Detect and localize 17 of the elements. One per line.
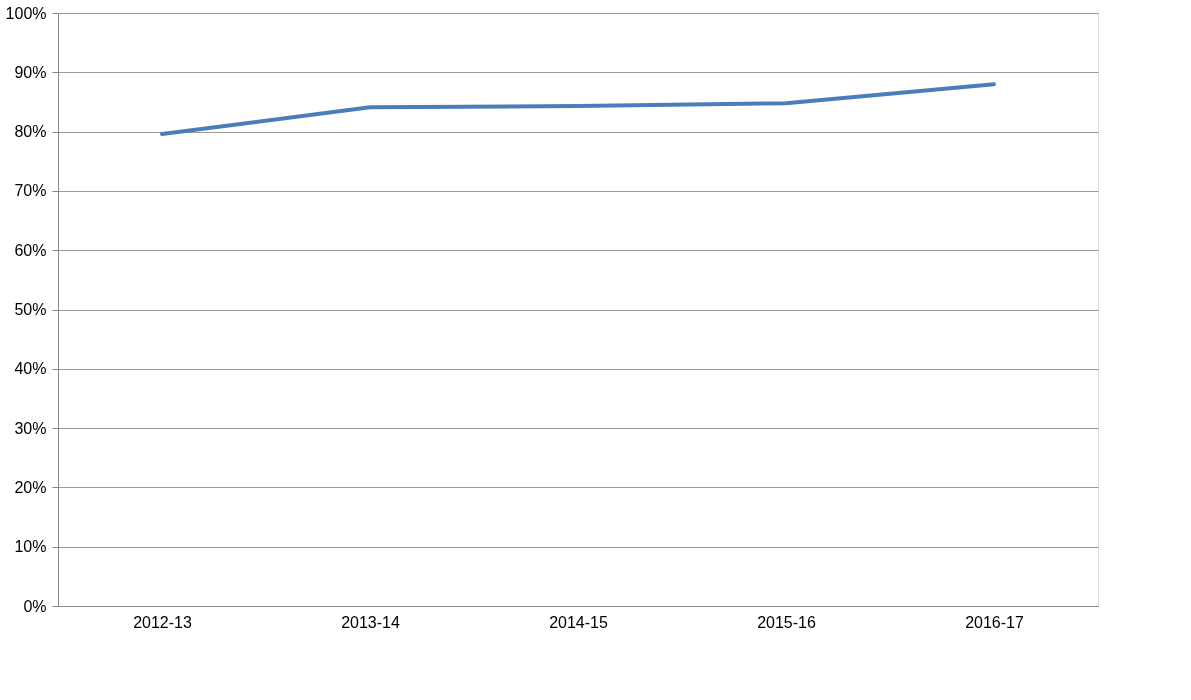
y-tick-label: 70% (14, 182, 47, 200)
y-tick-label: 50% (14, 301, 47, 318)
y-tick-label: 100% (5, 4, 47, 22)
y-tick-label: 60% (14, 241, 47, 259)
y-tick-label: 90% (14, 63, 47, 81)
y-tick-label: 10% (14, 538, 47, 556)
x-tick-label: 2016-17 (965, 613, 1024, 631)
x-tick-label: 2012-13 (133, 613, 192, 631)
x-tick-label: 2015-16 (757, 613, 816, 631)
line-series (160, 82, 996, 136)
y-tick-label: 20% (14, 478, 47, 496)
y-tick-label: 80% (14, 123, 47, 141)
x-tick-label: 2014-15 (549, 613, 608, 631)
y-tick-label: 0% (23, 597, 47, 615)
y-tick-label: 30% (14, 419, 47, 437)
x-tick-label: 2013-14 (341, 613, 400, 631)
y-tick-label: 40% (14, 360, 47, 378)
